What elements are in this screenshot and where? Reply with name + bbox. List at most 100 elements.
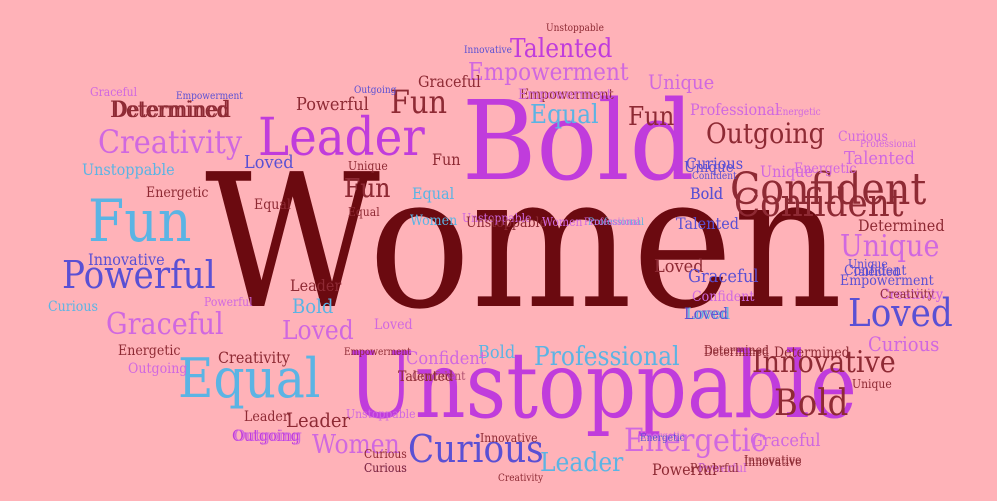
word-curious: Curious — [838, 129, 888, 145]
word-bold: Bold — [690, 184, 724, 203]
word-equal: Equal — [412, 184, 455, 203]
word-leader: Leader — [290, 276, 342, 295]
word-unstoppable: Unstoppable — [82, 160, 175, 179]
word-powerful: Powerful — [204, 295, 253, 309]
word-energetic: Energetic — [146, 185, 209, 201]
word-women: Women — [312, 430, 400, 460]
word-curious: Curious — [408, 427, 544, 471]
word-determined: Determined — [774, 345, 850, 361]
word-women: Women — [205, 134, 843, 350]
word-innovative: Innovative — [752, 345, 896, 380]
word-women: Women — [410, 213, 458, 229]
word-fun: Fun — [344, 174, 391, 204]
word-powerful: Powerful — [62, 253, 216, 297]
word-loved: Loved — [848, 291, 953, 335]
word-energetic: Energetic — [794, 161, 857, 177]
word-creativity: Creativity — [880, 287, 944, 303]
word-empowerment: Empowerment — [176, 91, 243, 102]
word-leader: Leader — [540, 448, 624, 478]
word-confident: Confident — [406, 348, 487, 369]
word-talented: Talented — [676, 214, 739, 233]
word-curious: Curious — [364, 461, 407, 475]
word-unique: Unique — [852, 377, 892, 391]
word-talented: Talented — [852, 265, 900, 279]
word-bold: Bold — [690, 184, 724, 203]
word-outgoing: Outgoing — [128, 361, 188, 377]
word-creativity: Creativity — [880, 287, 944, 303]
word-fun: Fun — [390, 83, 448, 121]
word-fun: Fun — [628, 102, 675, 132]
word-graceful: Graceful — [688, 266, 759, 287]
word-leader: Leader — [244, 409, 289, 425]
word-energetic: Energetic — [640, 431, 685, 442]
word-unique: Unique — [648, 70, 715, 94]
word-outgoing: Outgoing — [234, 426, 302, 445]
word-confident: Confident — [734, 181, 904, 225]
word-confident: Confident — [692, 171, 737, 182]
word-confident: Confident — [730, 164, 927, 215]
word-unique: Unique — [684, 158, 734, 176]
word-bold: Bold — [478, 342, 516, 363]
word-unique: Unique — [348, 159, 388, 173]
word-fun: Fun — [344, 174, 391, 204]
word-loved: Loved — [374, 317, 413, 333]
word-women: Women — [542, 215, 583, 229]
word-innovative: Innovative — [88, 250, 165, 269]
word-curious: Curious — [48, 299, 98, 315]
word-outgoing: Outgoing — [232, 426, 300, 445]
word-empowerment: Empowerment — [344, 347, 411, 358]
word-curious: Curious — [868, 332, 940, 356]
word-graceful: Graceful — [418, 72, 481, 91]
word-empowerment: Empowerment — [840, 273, 934, 289]
word-determined: Determined — [704, 345, 769, 359]
word-confident: Confident — [412, 369, 466, 383]
word-loved: Loved — [244, 152, 294, 173]
word-professional: Professional — [534, 342, 680, 372]
word-curious: Curious — [364, 447, 407, 461]
word-powerful: Powerful — [698, 461, 747, 475]
word-graceful: Graceful — [90, 85, 138, 99]
word-determined: Determined — [112, 98, 231, 123]
word-powerful: Powerful — [296, 94, 369, 115]
word-creativity: Creativity — [218, 348, 291, 367]
word-unique: Unique — [848, 257, 888, 271]
word-professional: Professional — [860, 139, 917, 150]
word-energetic: Energetic — [118, 343, 181, 359]
word-energetic: Energetic — [776, 107, 821, 118]
word-creativity: Creativity — [98, 123, 243, 161]
word-leader: Leader — [258, 108, 425, 168]
word-innovative: Innovative — [744, 453, 802, 467]
word-professional: Professional — [588, 217, 645, 228]
word-unique: Unique — [760, 162, 814, 181]
word-equal: Equal — [254, 197, 291, 213]
word-leader: Leader — [286, 408, 351, 432]
word-talented: Talented — [510, 34, 613, 64]
word-energetic: Energetic — [624, 421, 767, 459]
word-determined: Determined — [858, 216, 945, 235]
word-curious: Curious — [364, 461, 407, 475]
word-professional: Professional — [690, 100, 780, 119]
word-unstoppable: Unstoppable — [546, 23, 604, 34]
word-outgoing: Outgoing — [354, 85, 397, 96]
word-empowerment: Empowerment — [468, 58, 629, 86]
word-unstoppable: Unstoppable — [348, 332, 857, 439]
word-confident: Confident — [692, 289, 755, 305]
word-innovative: Innovative — [464, 45, 512, 56]
word-equal: Equal — [178, 347, 321, 410]
word-outgoing: Outgoing — [706, 117, 825, 150]
word-talented: Talented — [398, 369, 454, 385]
word-unstoppable: Unstoppable — [466, 215, 548, 231]
word-bold: Bold — [462, 77, 695, 205]
word-loved: Loved — [282, 316, 354, 346]
word-empowerment: Empowerment — [520, 87, 614, 103]
word-powerful: Powerful — [690, 461, 739, 475]
word-determined: Determined — [704, 343, 769, 357]
word-loved: Loved — [684, 304, 729, 323]
word-loved: Loved — [686, 304, 731, 323]
word-bold: Bold — [774, 383, 849, 424]
word-fun: Fun — [432, 150, 461, 169]
word-innovative: Innovative — [480, 431, 538, 445]
word-equal: Equal — [530, 100, 599, 130]
word-fun: Fun — [88, 187, 192, 255]
